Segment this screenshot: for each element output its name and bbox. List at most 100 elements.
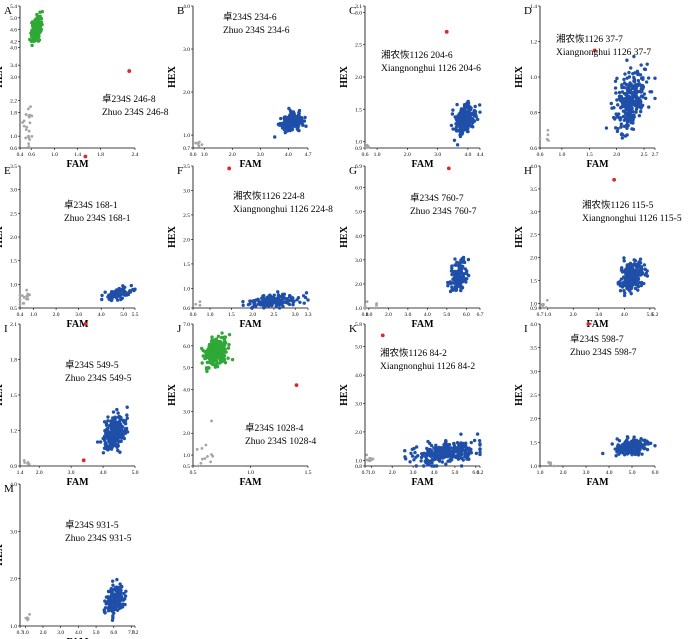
scatter-panel: K0.7 1.0 2.0 3.0 4.0 5.0 6.06.20.81.02.03.04.0…	[339, 322, 484, 488]
blue-point	[451, 277, 455, 281]
grey-point	[548, 462, 552, 465]
x-tick-label: 5.0	[451, 470, 458, 476]
blue-point	[459, 266, 464, 271]
blue-point	[635, 268, 639, 272]
grey-point	[26, 107, 30, 111]
blue-point	[403, 457, 408, 461]
x-tick-label: 2.0	[404, 152, 411, 158]
blue-point	[639, 90, 643, 94]
blue-point	[107, 439, 111, 443]
grey-point	[363, 304, 367, 308]
blue-point	[615, 437, 619, 441]
y-tick-label: 2.5	[183, 213, 190, 219]
blue-point	[117, 439, 121, 444]
y-tick-label: 3.0	[183, 47, 190, 53]
blue-point	[618, 106, 623, 110]
green-point	[216, 345, 221, 349]
blue-point	[426, 439, 430, 444]
blue-point	[449, 123, 454, 128]
y-tick-label: 3.4	[10, 63, 17, 69]
blue-point	[638, 257, 643, 261]
blue-point	[296, 296, 301, 300]
blue-point	[634, 95, 639, 99]
green-point	[218, 351, 222, 356]
sample-label-cn: 湘农恢1126 84-2	[380, 347, 447, 359]
green-point	[218, 361, 222, 365]
blue-point	[622, 124, 626, 128]
blue-point	[287, 302, 292, 307]
blue-point	[648, 90, 652, 94]
green-point	[223, 360, 228, 365]
y-tick-label: 3.0	[183, 409, 190, 415]
x-tick-label: 6.0	[463, 312, 470, 318]
green-point	[38, 28, 42, 33]
blue-point	[259, 300, 263, 305]
y-axis-title: HEX	[0, 383, 5, 405]
blue-point	[248, 299, 252, 303]
blue-point	[645, 447, 650, 452]
blue-point	[125, 430, 130, 434]
blue-point	[466, 102, 471, 106]
y-tick-label: 1.0	[530, 464, 537, 470]
blue-point	[620, 442, 625, 447]
blue-point	[629, 82, 633, 87]
y-tick-label: 6.0	[183, 344, 190, 350]
blue-point	[619, 125, 623, 129]
grey-point	[552, 464, 556, 468]
blue-point	[115, 422, 119, 426]
blue-point	[617, 97, 622, 101]
x-axis-title: FAM	[586, 477, 609, 488]
x-tick-label: 1.0	[51, 152, 58, 158]
blue-point	[477, 103, 482, 107]
blue-point	[115, 407, 119, 412]
blue-point	[270, 302, 275, 306]
blue-point	[613, 86, 618, 90]
grey-point	[18, 293, 22, 297]
blue-point	[280, 303, 284, 307]
blue-point	[601, 451, 605, 456]
red-marker-point	[227, 166, 232, 171]
sample-label-en: Zhuo 234S 598-7	[570, 348, 637, 358]
y-tick-label: 1.5	[530, 279, 537, 285]
y-tick-label: 2.0	[355, 430, 362, 436]
y-tick-label: 0.7	[183, 146, 190, 152]
blue-point	[459, 453, 464, 457]
green-point	[38, 14, 42, 19]
blue-point	[619, 122, 624, 126]
blue-point	[620, 136, 625, 140]
y-tick-label: 3.0	[530, 369, 537, 375]
y-tick-label: 2.5	[530, 233, 537, 239]
blue-point	[627, 70, 631, 75]
blue-point	[119, 595, 124, 599]
blue-point	[296, 125, 300, 130]
sample-label-cn: 卓234S 549-5	[65, 359, 119, 371]
blue-point	[444, 462, 448, 466]
blue-point	[460, 116, 464, 120]
blue-point	[437, 459, 442, 463]
blue-point	[457, 264, 461, 268]
sample-label-cn: 卓234S 760-7	[410, 192, 464, 204]
y-tick-label: 5.4	[10, 4, 17, 10]
y-tick-label: 1.0	[530, 301, 537, 307]
blue-point	[620, 266, 624, 270]
x-tick-label: 5.0	[132, 470, 139, 476]
x-tick-label: 6.7	[477, 312, 484, 318]
blue-point	[632, 79, 636, 83]
blue-point	[621, 275, 626, 279]
blue-point	[616, 126, 620, 131]
x-tick-label: 2.0	[229, 152, 236, 158]
blue-point	[457, 449, 461, 454]
x-tick-label: 2.0	[53, 312, 60, 318]
blue-point	[642, 92, 647, 96]
blue-point	[641, 446, 646, 450]
blue-point	[624, 268, 628, 272]
y-tick-label: 0.8	[530, 111, 537, 117]
y-tick-label: 3.0	[355, 10, 362, 16]
green-point	[216, 334, 221, 339]
blue-point	[455, 277, 459, 282]
blue-point	[116, 415, 121, 419]
blue-point	[433, 451, 438, 456]
green-point	[222, 358, 227, 362]
red-marker-point	[380, 333, 385, 338]
blue-point	[467, 110, 471, 115]
